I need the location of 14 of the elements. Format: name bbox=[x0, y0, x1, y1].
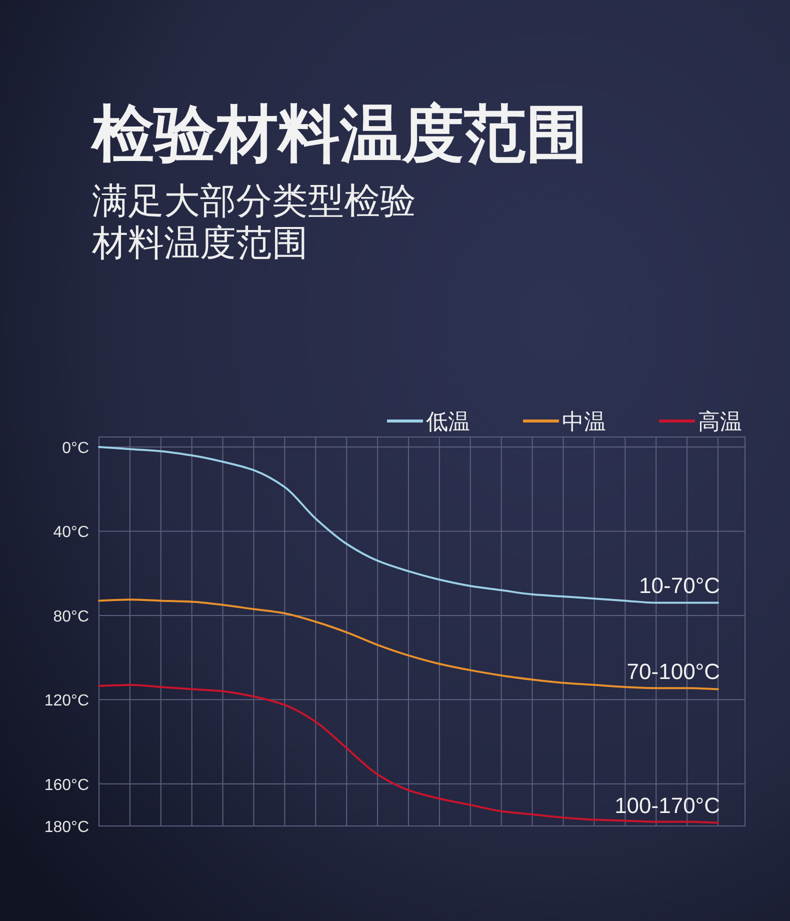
annotation: 10-70°C bbox=[639, 572, 720, 598]
y-tick-label: 180°C bbox=[44, 819, 89, 836]
y-tick-label: 0°C bbox=[62, 440, 89, 457]
y-tick-label: 160°C bbox=[44, 776, 89, 794]
annotation: 100-170°C bbox=[614, 792, 720, 818]
annotation: 70-100°C bbox=[626, 659, 720, 684]
chart-subtitle: 满足大部分类型检验材料温度范围 bbox=[91, 180, 416, 263]
y-tick-label: 120°C bbox=[44, 692, 89, 710]
chart-title: 检验材料温度范围 bbox=[90, 100, 588, 169]
legend-label: 低温 bbox=[426, 409, 470, 434]
legend-label: 中温 bbox=[562, 409, 606, 434]
y-tick-label: 80°C bbox=[53, 608, 89, 626]
legend-label: 高温 bbox=[698, 409, 742, 434]
y-tick-label: 40°C bbox=[53, 524, 89, 542]
